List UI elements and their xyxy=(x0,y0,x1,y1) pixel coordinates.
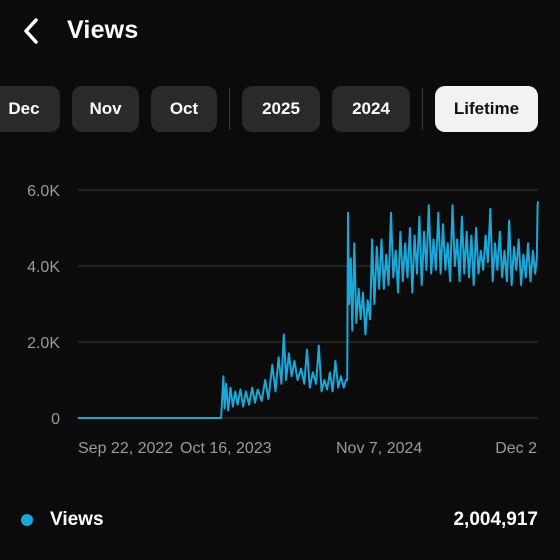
chip-lifetime[interactable]: Lifetime xyxy=(435,86,538,132)
chip-2025[interactable]: 2025 xyxy=(242,86,320,132)
chevron-left-icon xyxy=(24,18,38,44)
y-tick-label: 0 xyxy=(51,411,60,428)
chip-oct[interactable]: Oct xyxy=(151,86,217,132)
y-tick-label: 2.0K xyxy=(27,335,60,352)
x-tick-label: Oct 16, 2023 xyxy=(180,440,272,457)
page-title: Views xyxy=(67,16,139,44)
views-line-chart: 0 2.0K 4.0K 6.0K Sep 22, 2022 Oct 16, 2023 No… xyxy=(27,183,539,457)
header: Views xyxy=(0,0,560,64)
legend: Views 2,004,917 xyxy=(0,500,560,540)
chip-divider xyxy=(422,88,423,130)
legend-label: Views xyxy=(50,509,104,530)
y-tick-label: 4.0K xyxy=(27,259,60,276)
legend-dot-icon xyxy=(21,514,33,526)
chip-2024[interactable]: 2024 xyxy=(332,86,410,132)
chip-dec[interactable]: Dec xyxy=(0,86,60,132)
y-tick-label: 6.0K xyxy=(27,183,60,200)
views-chart: 0 2.0K 4.0K 6.0K Sep 22, 2022 Oct 16, 2023 No… xyxy=(0,170,560,470)
chip-nov[interactable]: Nov xyxy=(72,86,139,132)
views-series-line xyxy=(78,201,539,419)
back-button[interactable] xyxy=(14,14,48,48)
x-tick-label: Dec 2 xyxy=(495,440,537,457)
total-views-value: 2,004,917 xyxy=(453,509,538,530)
period-filter-bar: Dec Nov Oct 2025 2024 Lifetime xyxy=(0,86,560,132)
chip-divider xyxy=(229,88,230,130)
x-tick-label: Sep 22, 2022 xyxy=(78,440,173,457)
x-tick-label: Nov 7, 2024 xyxy=(336,440,422,457)
